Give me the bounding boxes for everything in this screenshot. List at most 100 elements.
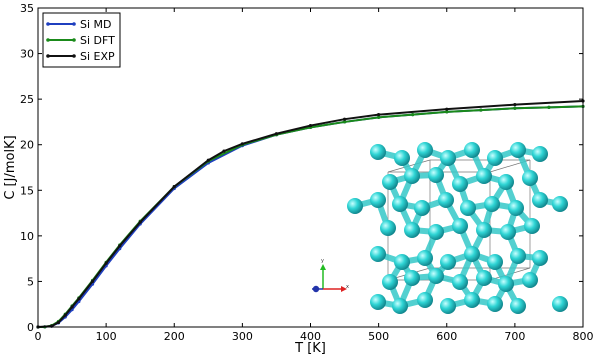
atom bbox=[532, 146, 548, 162]
data-point bbox=[77, 297, 81, 301]
atom bbox=[404, 270, 420, 286]
atom bbox=[524, 218, 540, 234]
legend-item: Si EXP bbox=[46, 50, 115, 63]
atom bbox=[522, 170, 538, 186]
x-tick-label: 300 bbox=[232, 330, 253, 343]
atom bbox=[500, 224, 516, 240]
atom bbox=[440, 150, 456, 166]
x-tick-label: 200 bbox=[164, 330, 185, 343]
data-point bbox=[56, 320, 61, 325]
x-tick-label: 700 bbox=[504, 330, 525, 343]
atom bbox=[552, 296, 568, 312]
atom bbox=[552, 196, 568, 212]
atom bbox=[476, 168, 492, 184]
x-axis-label: T [K] bbox=[294, 341, 326, 356]
axis-glyph-y-label: y bbox=[321, 258, 324, 264]
y-axis-label: C [J/molK] bbox=[3, 135, 18, 199]
atom bbox=[460, 200, 476, 216]
y-tick-label: 5 bbox=[27, 275, 34, 288]
data-point bbox=[308, 123, 313, 128]
data-point bbox=[206, 158, 210, 162]
atom bbox=[404, 222, 420, 238]
y-tick-label: 30 bbox=[20, 48, 34, 61]
atom bbox=[464, 292, 480, 308]
atom bbox=[370, 294, 386, 310]
x-tick-label: 400 bbox=[300, 330, 321, 343]
legend-item: Si DFT bbox=[46, 34, 115, 47]
data-point bbox=[240, 142, 244, 146]
atom bbox=[382, 174, 398, 190]
legend-label: Si EXP bbox=[80, 50, 115, 63]
data-point bbox=[547, 105, 551, 109]
atom bbox=[394, 150, 410, 166]
atom bbox=[452, 274, 468, 290]
x-tick-label: 500 bbox=[368, 330, 389, 343]
atom bbox=[532, 192, 548, 208]
atom bbox=[394, 254, 410, 270]
axis-glyph-x-label: x bbox=[346, 284, 349, 290]
axis-ticks: 0 100 200 300 400 500 600 700 800 0 5 10 15 20 25 30 35 bbox=[20, 2, 594, 343]
atom bbox=[508, 200, 524, 216]
atom bbox=[392, 298, 408, 314]
atom bbox=[440, 254, 456, 270]
y-tick-label: 0 bbox=[27, 321, 34, 334]
legend-marker bbox=[46, 54, 50, 58]
atom bbox=[380, 220, 396, 236]
data-point bbox=[445, 107, 449, 111]
data-point bbox=[222, 149, 226, 153]
data-point bbox=[118, 244, 122, 248]
atom bbox=[438, 192, 454, 208]
legend-marker bbox=[46, 22, 50, 26]
data-point bbox=[274, 132, 279, 136]
data-point bbox=[90, 279, 95, 284]
legend-label: Si MD bbox=[80, 18, 112, 31]
atom bbox=[476, 270, 492, 286]
atom bbox=[522, 272, 538, 288]
y-tick-label: 35 bbox=[20, 2, 34, 15]
atom bbox=[532, 250, 548, 266]
atom bbox=[392, 196, 408, 212]
data-point bbox=[63, 313, 67, 317]
legend-item: Si MD bbox=[46, 18, 112, 31]
atom bbox=[510, 248, 526, 264]
atom bbox=[414, 200, 430, 216]
data-point bbox=[479, 108, 483, 112]
atoms bbox=[347, 142, 568, 314]
data-point bbox=[172, 185, 176, 189]
atom bbox=[452, 176, 468, 192]
atom bbox=[452, 218, 468, 234]
atom bbox=[476, 222, 492, 238]
atom bbox=[417, 292, 433, 308]
atom bbox=[347, 198, 363, 214]
atom bbox=[428, 167, 444, 183]
silicon-crystal-structure-image: yx bbox=[312, 142, 568, 314]
x-tick-label: 600 bbox=[436, 330, 457, 343]
legend-marker bbox=[72, 38, 76, 42]
atom bbox=[404, 168, 420, 184]
data-point bbox=[138, 220, 142, 224]
orientation-axes-icon: yx bbox=[312, 258, 349, 293]
atom bbox=[498, 174, 514, 190]
atom bbox=[370, 246, 386, 262]
data-point bbox=[104, 261, 108, 265]
data-point bbox=[377, 115, 381, 119]
atom bbox=[440, 298, 456, 314]
atom bbox=[484, 196, 500, 212]
legend-marker bbox=[72, 54, 76, 58]
atom bbox=[510, 298, 526, 314]
atom bbox=[382, 274, 398, 290]
legend-marker bbox=[72, 22, 76, 26]
data-point bbox=[342, 117, 347, 121]
atom bbox=[464, 142, 480, 158]
atom bbox=[487, 296, 503, 312]
x-tick-label: 0 bbox=[35, 330, 42, 343]
atom bbox=[487, 150, 503, 166]
data-point bbox=[411, 113, 415, 117]
atom bbox=[487, 254, 503, 270]
atom bbox=[498, 276, 514, 292]
data-point bbox=[342, 120, 347, 124]
data-point bbox=[513, 106, 517, 110]
y-tick-label: 15 bbox=[20, 184, 34, 197]
y-tick-label: 10 bbox=[20, 230, 34, 243]
